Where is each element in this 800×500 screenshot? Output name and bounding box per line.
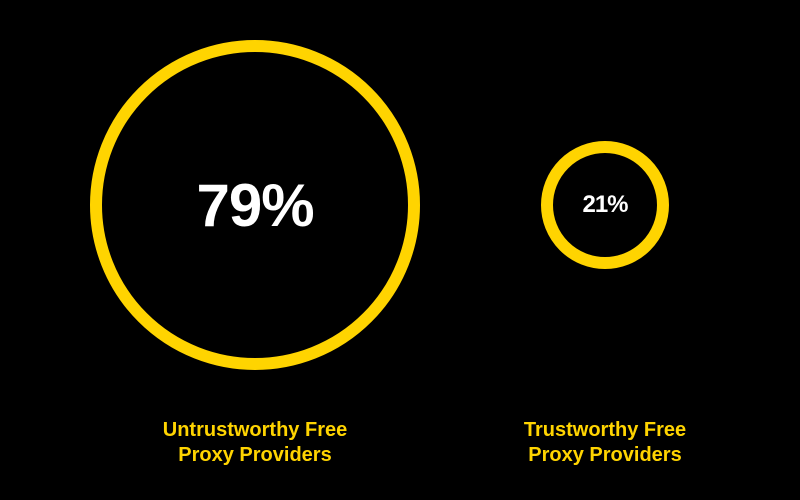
proportional-circle-chart: 79% Untrustworthy Free Proxy Providers 2…: [0, 0, 800, 500]
circle-trustworthy-caption: Trustworthy Free Proxy Providers: [495, 418, 715, 468]
circle-untrustworthy-caption: Untrustworthy Free Proxy Providers: [125, 418, 385, 468]
circle-trustworthy-value: 21%: [582, 191, 627, 219]
circle-untrustworthy-value: 79%: [196, 171, 313, 240]
circle-trustworthy: 21%: [541, 141, 669, 269]
circle-untrustworthy: 79%: [90, 40, 420, 370]
